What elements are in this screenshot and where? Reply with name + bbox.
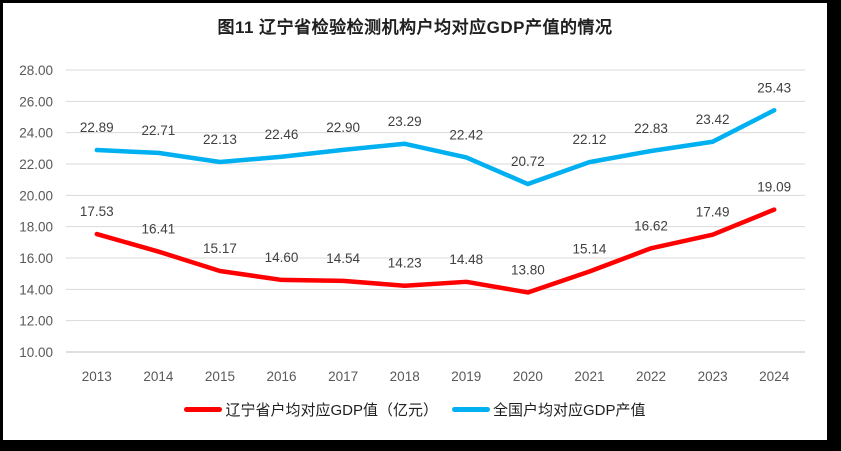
x-axis-tick-label: 2019 (451, 369, 481, 384)
x-axis-tick-label: 2024 (759, 369, 790, 384)
liaoning-data-label: 19.09 (757, 180, 791, 195)
liaoning-data-label: 16.62 (634, 218, 668, 233)
national-series-line (94, 108, 777, 187)
legend-label-liaoning: 辽宁省户均对应GDP值（亿元） (225, 402, 438, 419)
y-axis-tick-label: 26.00 (19, 94, 53, 109)
x-axis-tick-label: 2022 (636, 369, 666, 384)
national-data-label: 22.71 (141, 123, 175, 138)
national-data-label: 22.90 (326, 120, 360, 135)
legend-label-national: 全国户均对应GDP产值 (493, 402, 646, 419)
y-axis-tick-label: 22.00 (19, 157, 53, 172)
chart-title: 图11 辽宁省检验检测机构户均对应GDP产值的情况 (217, 18, 613, 37)
liaoning-data-label: 15.17 (203, 241, 237, 256)
y-axis-tick-label: 20.00 (19, 188, 53, 203)
y-axis-tick-label: 24.00 (19, 126, 53, 141)
y-axis-tick-label: 14.00 (19, 282, 53, 297)
liaoning-data-label: 14.23 (388, 256, 422, 271)
national-data-label: 20.72 (511, 154, 545, 169)
national-data-label: 23.29 (388, 114, 422, 129)
national-data-label: 25.43 (757, 80, 791, 95)
national-data-label: 22.42 (449, 127, 483, 142)
legend-blue-line-swatch (452, 407, 490, 412)
y-axis-tick-label: 16.00 (19, 251, 53, 266)
x-axis-tick-label: 2013 (82, 369, 112, 384)
x-axis-tick-label: 2020 (513, 369, 543, 384)
liaoning-data-label: 13.80 (511, 262, 545, 277)
chart-legend: 辽宁省户均对应GDP值（亿元） 全国户均对应GDP产值 (3, 399, 827, 420)
national-data-label: 22.46 (265, 127, 299, 142)
legend-red-line-swatch (184, 407, 223, 412)
x-axis-tick-label: 2015 (205, 369, 235, 384)
liaoning-data-label: 14.48 (449, 252, 483, 267)
liaoning-data-label: 16.41 (141, 222, 175, 237)
legend-item-liaoning: 辽宁省户均对应GDP值（亿元） (184, 399, 438, 420)
national-data-label: 22.83 (634, 121, 668, 136)
x-axis-tick-label: 2017 (328, 369, 358, 384)
liaoning-data-label: 14.54 (326, 251, 360, 266)
x-axis-tick-label: 2023 (698, 369, 728, 384)
national-data-label: 23.42 (696, 112, 730, 127)
y-axis-tick-label: 12.00 (19, 314, 53, 329)
y-axis-tick-label: 18.00 (19, 220, 53, 235)
y-axis-tick-label: 10.00 (19, 345, 53, 360)
liaoning-data-label: 17.53 (80, 204, 114, 219)
x-axis-tick-label: 2018 (390, 369, 420, 384)
x-axis-tick-label: 2016 (267, 369, 297, 384)
x-axis-tick-label: 2014 (143, 369, 174, 384)
legend-item-national: 全国户均对应GDP产值 (452, 399, 646, 420)
liaoning-data-label: 14.60 (265, 250, 299, 265)
national-data-label: 22.12 (573, 132, 607, 147)
liaoning-data-label: 15.14 (573, 241, 607, 256)
y-axis-tick-label: 28.00 (19, 63, 53, 78)
x-axis-tick-label: 2021 (574, 369, 604, 384)
line-chart-plot: 10.00 12.00 14.00 16.00 18.00 20.00 22.00 24.00… (19, 63, 805, 384)
national-data-label: 22.13 (203, 132, 237, 147)
national-data-label: 22.89 (80, 120, 114, 135)
liaoning-data-label: 17.49 (696, 205, 730, 220)
liaoning-series-line (94, 207, 777, 295)
